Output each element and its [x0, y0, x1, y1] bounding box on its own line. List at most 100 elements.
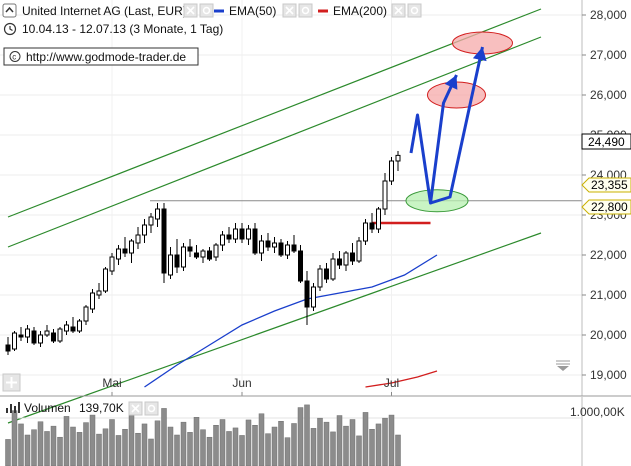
volume-bar: [96, 433, 102, 466]
y-tick-label: 21,000: [590, 288, 627, 302]
volume-bar: [252, 425, 258, 466]
candle-body: [363, 222, 368, 242]
candle-body: [194, 252, 199, 258]
y-tick-label: 22,000: [590, 248, 627, 262]
scroll-handle-icon[interactable]: [556, 360, 570, 371]
candle-body: [265, 240, 271, 248]
instrument-title: United Internet AG (Last, EUR): [22, 4, 187, 18]
volume-bar: [122, 428, 128, 466]
candle-body: [161, 208, 167, 274]
volume-bar: [382, 417, 388, 466]
candle-body: [142, 224, 147, 236]
expand-icon[interactable]: [2, 373, 21, 392]
candle-body: [38, 334, 43, 344]
ema200-line: [365, 370, 438, 388]
volume-bar: [174, 434, 180, 466]
candle-body: [77, 320, 82, 332]
volume-bar: [76, 432, 83, 466]
candle-body: [213, 244, 219, 258]
volume-bar: [11, 410, 18, 466]
candle-body: [90, 292, 95, 310]
y-tick-label: 28,000: [590, 8, 627, 22]
candle-body: [233, 228, 238, 240]
volume-bar: [148, 438, 154, 466]
level-high-tag: 23,355: [581, 177, 631, 193]
volume-value: 139,70K: [79, 401, 124, 415]
volume-bar: [245, 419, 252, 466]
volume-bar: [356, 435, 362, 466]
candle-body: [278, 242, 284, 256]
candle-body: [174, 254, 180, 268]
volume-bar: [278, 421, 284, 466]
ema200-legend-label: EMA(200): [333, 4, 387, 18]
volume-bar: [167, 426, 174, 466]
candle-body: [148, 216, 154, 226]
candle-body: [252, 228, 258, 254]
candle-body: [285, 244, 290, 256]
candle-body: [200, 250, 206, 258]
forecast-arrows: [409, 46, 487, 205]
candle-body: [103, 268, 108, 292]
volume-bar: [330, 431, 336, 466]
volume-bar: [154, 420, 161, 466]
forecast-arrow-head: [444, 75, 458, 90]
volume-bar: [258, 413, 265, 466]
channel-middle-line: [7, 36, 542, 248]
candle-body: [207, 250, 212, 260]
volume-bar: [193, 417, 200, 466]
candle-body: [122, 248, 128, 254]
volume-bars: [5, 404, 401, 466]
volume-bar: [206, 436, 213, 466]
candle-body: [304, 280, 310, 308]
candle-body: [51, 332, 56, 342]
candle-body: [12, 332, 17, 350]
candle-body: [239, 228, 245, 240]
price-levels: [150, 200, 582, 225]
y-tick-label: 20,000: [590, 328, 627, 342]
ema50-settings-icon[interactable]: [282, 3, 313, 18]
chart-settings-icon[interactable]: [183, 3, 214, 18]
ema50-legend-label: EMA(50): [229, 4, 276, 18]
forecast-arrow-path: [430, 46, 484, 205]
candle-body: [356, 240, 362, 262]
volume-bar: [24, 434, 31, 466]
volume-axis-label: 1.000,00K: [570, 405, 625, 419]
candle-body: [44, 330, 50, 336]
volume-bar: [135, 432, 141, 466]
volume-bar: [187, 432, 193, 466]
volume-bar: [336, 415, 343, 466]
volume-settings-icon[interactable]: [128, 401, 159, 416]
volume-bar: [362, 412, 369, 466]
source-url[interactable]: http://www.godmode-trader.de: [26, 50, 186, 64]
volume-bar: [109, 419, 115, 466]
candle-body: [389, 160, 394, 182]
volume-bar: [297, 407, 304, 466]
level-low-tag: 22,800: [581, 199, 631, 215]
candle-body: [259, 240, 264, 254]
candle-body: [83, 306, 89, 322]
candle-body: [395, 154, 401, 162]
volume-bar: [369, 428, 375, 466]
level-high-value: 23,355: [591, 178, 628, 192]
clock-icon: [3, 22, 17, 36]
volume-bar: [317, 417, 323, 466]
x-tick-label: Jun: [232, 376, 251, 390]
candle-body: [337, 258, 342, 266]
volume-bar: [219, 419, 226, 466]
info-icon[interactable]: [2, 3, 17, 18]
volume-bar: [70, 426, 76, 466]
volume-bar: [200, 429, 206, 466]
volume-bar: [291, 423, 297, 466]
x-tick-label: Jul: [384, 376, 399, 390]
volume-bar: [323, 421, 330, 466]
ema200-settings-icon[interactable]: [391, 3, 422, 18]
moving-averages: [144, 254, 438, 388]
candle-body: [25, 328, 30, 338]
y-tick-label: 19,000: [590, 368, 627, 382]
header: United Internet AG (Last, EUR) EMA(50) E…: [2, 3, 422, 66]
volume-bar: [115, 435, 122, 466]
candle-body: [350, 252, 355, 262]
candle-body: [135, 234, 141, 244]
